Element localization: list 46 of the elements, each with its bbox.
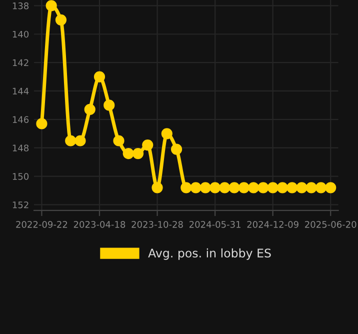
point [113, 135, 124, 146]
y-tick-label: 142 [12, 59, 28, 66]
point [286, 182, 298, 194]
y-tick-label: 140 [12, 30, 29, 38]
point [152, 182, 163, 194]
point [306, 182, 317, 194]
x-tick-label: 2024-05-31 [189, 220, 240, 228]
point [180, 182, 192, 194]
point [238, 182, 250, 194]
point [122, 148, 134, 160]
x-tick-label: 2025-06-20 [305, 220, 356, 228]
point [132, 148, 144, 160]
point [315, 182, 327, 194]
point [55, 14, 67, 26]
x-tick-label: 2023-04-18 [74, 220, 126, 228]
legend-label: Avg. pos. in lobby ES [148, 248, 271, 260]
point [46, 0, 57, 12]
point [258, 182, 269, 194]
point [190, 182, 202, 194]
x-tick-label: 2022-09-22 [16, 220, 68, 228]
point [209, 182, 221, 194]
point [142, 139, 154, 151]
y-tick-label: 144 [12, 88, 29, 94]
x-tick-label: 2024-12-09 [247, 220, 298, 228]
point [200, 182, 211, 194]
y-tick-label: 146 [12, 116, 29, 123]
point [228, 182, 240, 194]
point [267, 182, 278, 194]
point [276, 182, 288, 194]
x-tick-label: 2023-10-28 [132, 220, 183, 228]
y-tick-label: 138 [12, 2, 29, 10]
point [325, 182, 336, 194]
point [104, 100, 115, 111]
point [65, 135, 76, 146]
y-tick-label: 148 [12, 144, 29, 152]
point [36, 118, 48, 130]
point [74, 135, 86, 146]
point [296, 182, 308, 194]
y-tick-label: 152 [12, 201, 28, 208]
point [248, 182, 260, 194]
y-tick-label: 150 [12, 173, 29, 180]
point [84, 104, 96, 116]
point [94, 71, 106, 82]
point [161, 128, 172, 140]
point [219, 182, 230, 194]
point [170, 144, 182, 155]
